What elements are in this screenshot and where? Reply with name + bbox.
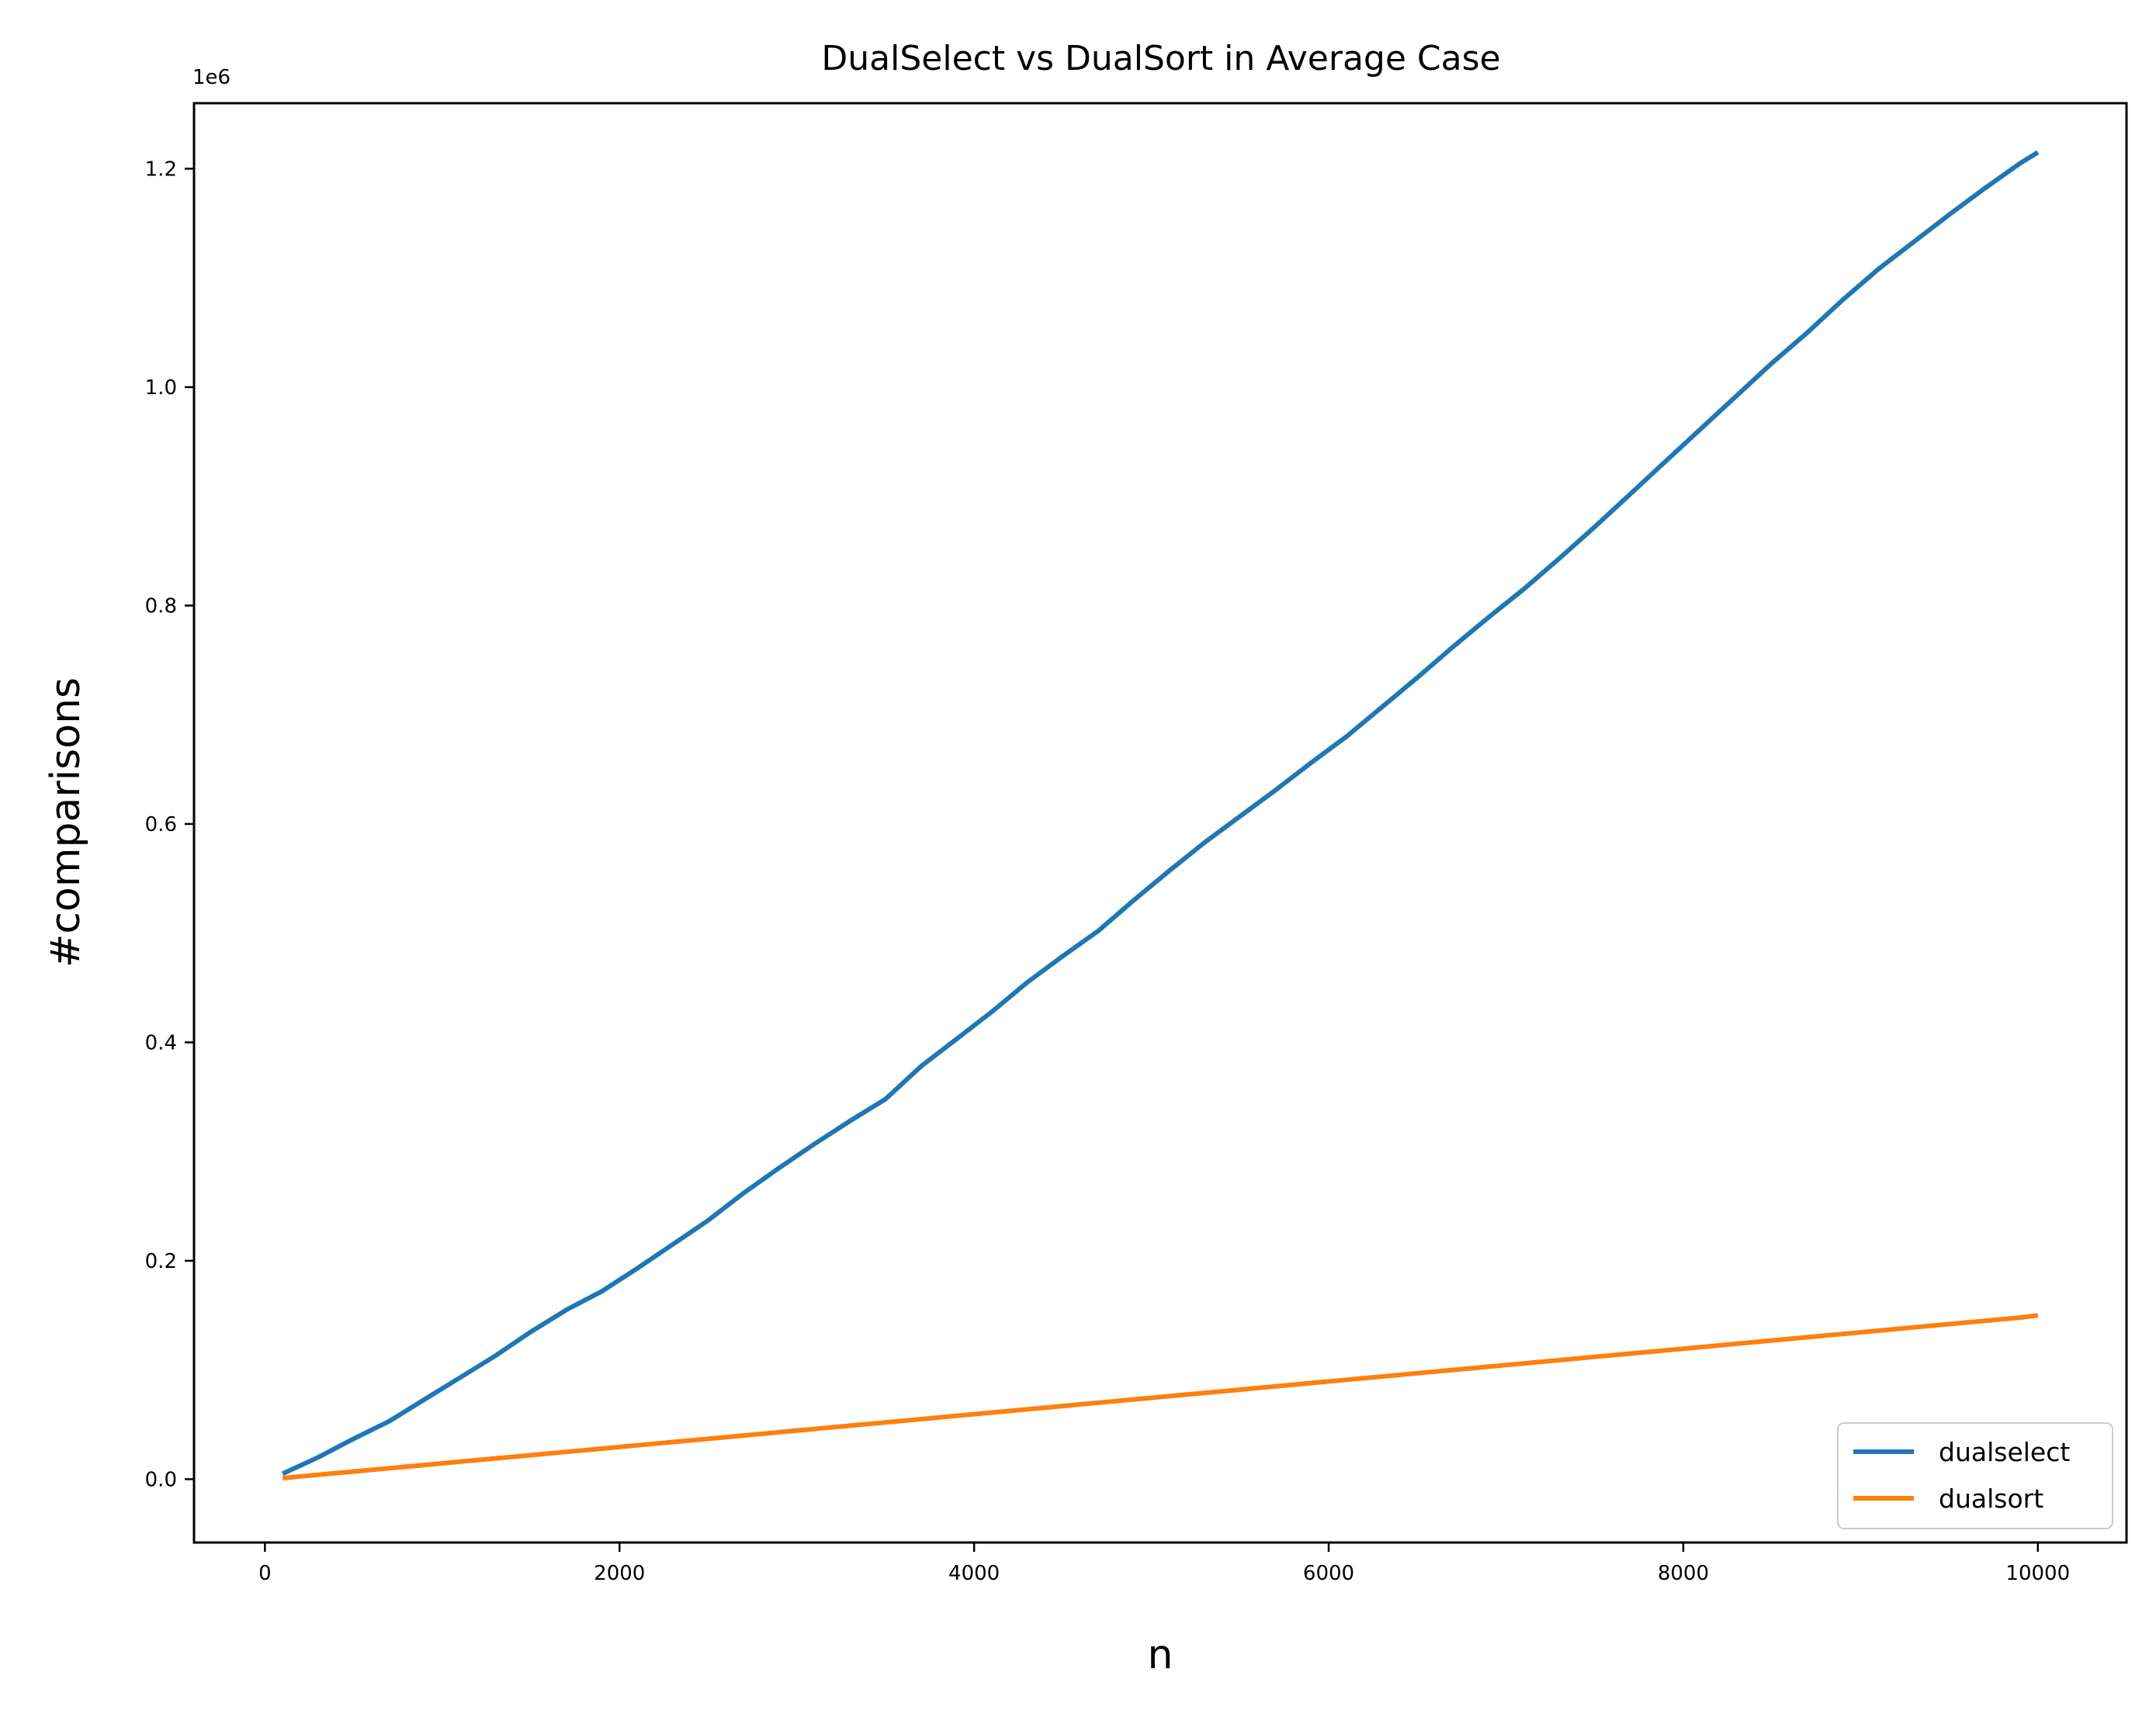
x-tick-label: 4000: [948, 1562, 1000, 1585]
y-tick-label: 0.8: [145, 594, 177, 618]
x-tick-label: 6000: [1303, 1562, 1354, 1585]
series-layer: [281, 150, 2040, 1480]
y-tick-label: 0.4: [145, 1031, 177, 1054]
y-tick-label: 0.6: [145, 813, 177, 836]
x-tick-label: 8000: [1658, 1562, 1709, 1585]
series-line-dualsort: [282, 1313, 2039, 1480]
y-tick-label: 0.0: [145, 1468, 177, 1491]
legend: dualselect dualsort: [1837, 1422, 2113, 1529]
x-tick-label: 10000: [2005, 1562, 2070, 1585]
series-line-dualselect: [281, 150, 2040, 1477]
y-tick-label: 0.2: [145, 1250, 177, 1273]
x-axis-ticks: 0 2000 4000 6000 8000 10000: [258, 1543, 2070, 1585]
plot-frame: [192, 102, 2128, 1544]
chart-title: DualSelect vs DualSort in Average Case: [821, 39, 1500, 78]
legend-label-dualselect: dualselect: [1939, 1437, 2070, 1467]
x-tick-label: 0: [258, 1562, 272, 1585]
x-tick-label: 2000: [594, 1562, 645, 1585]
y-axis-label: #comparisons: [43, 677, 89, 968]
y-offset-label: 1e6: [192, 66, 231, 89]
y-tick-label: 1.2: [145, 158, 177, 181]
legend-label-dualsort: dualsort: [1939, 1484, 2043, 1514]
y-axis-ticks: 0.0 0.2 0.4 0.6 0.8 1.0 1.2: [145, 158, 194, 1491]
y-tick-label: 1.0: [145, 376, 177, 400]
x-axis-label: n: [1148, 1632, 1173, 1678]
